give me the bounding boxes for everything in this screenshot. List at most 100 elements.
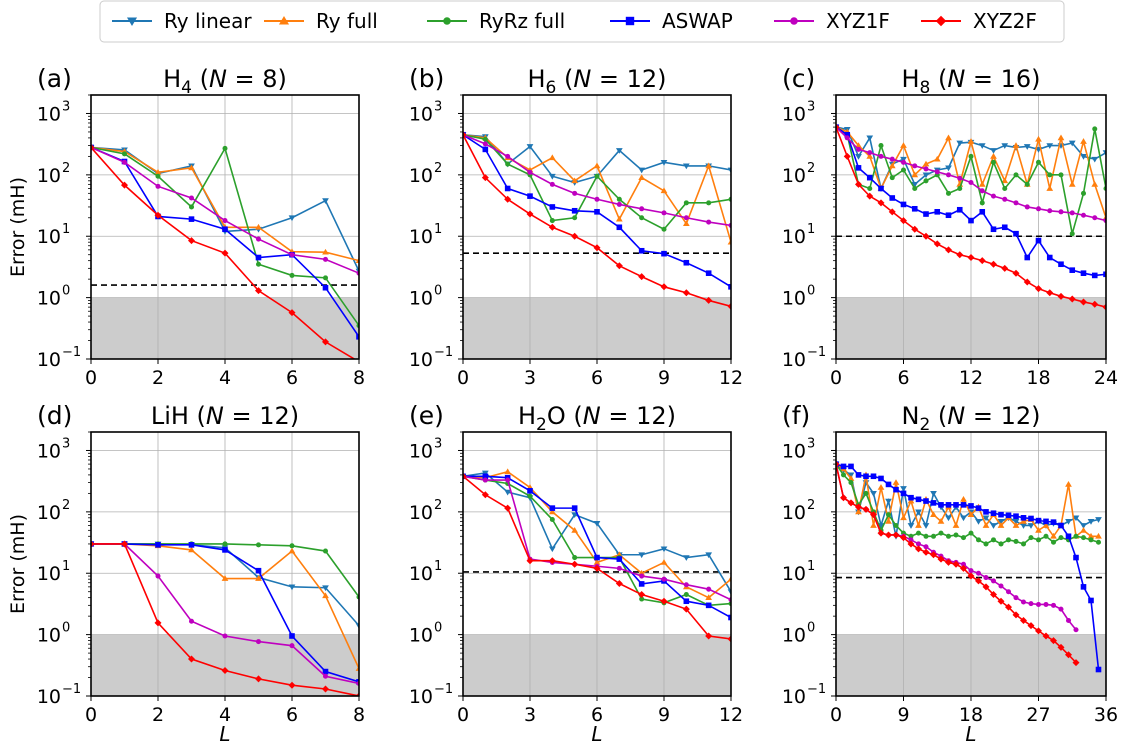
panel-tag: (c) [782, 64, 815, 93]
data-point [639, 215, 645, 221]
x-tick-label: 0 [457, 704, 469, 726]
legend-marker [126, 17, 138, 27]
y-tick-label: 10 [782, 226, 806, 248]
data-point [322, 198, 329, 205]
data-point [1043, 518, 1049, 525]
data-point [482, 477, 488, 483]
panel-tag: (d) [37, 401, 72, 430]
data-point [322, 673, 329, 679]
data-point [661, 250, 667, 257]
data-point [975, 505, 982, 511]
data-point [978, 257, 986, 265]
data-point [355, 665, 359, 671]
data-point [594, 196, 600, 202]
data-point [990, 260, 997, 268]
data-point [933, 240, 941, 248]
panel-title: H8 (N = 16) [901, 65, 1040, 98]
data-point [616, 196, 622, 202]
data-point [937, 518, 945, 524]
data-point [222, 633, 228, 639]
data-point [1035, 135, 1042, 142]
series-group [463, 131, 731, 310]
data-point [855, 146, 862, 152]
data-point [1057, 134, 1065, 141]
x-tick-label: 0 [830, 704, 842, 726]
y-tick-label: 10 [37, 625, 61, 647]
data-point [355, 257, 359, 264]
data-point [322, 338, 329, 346]
panel-tag: (f) [782, 401, 810, 430]
data-point [1050, 637, 1057, 645]
x-tick-label: 6 [897, 367, 909, 389]
data-point [188, 618, 195, 624]
data-point [661, 226, 667, 232]
data-point [572, 190, 578, 196]
y-tick-exponent: 3 [807, 99, 815, 114]
data-point [121, 159, 128, 165]
data-point [968, 530, 974, 536]
data-point [289, 543, 295, 549]
data-point [998, 541, 1004, 547]
data-point [945, 533, 952, 539]
data-point [968, 503, 974, 509]
data-point [1080, 270, 1087, 276]
data-point [983, 509, 989, 515]
data-point [855, 165, 862, 171]
data-point [922, 523, 930, 529]
data-point [952, 560, 960, 568]
y-tick-label: 10 [782, 625, 806, 647]
legend-label: Ry full [316, 9, 378, 33]
data-point [222, 145, 228, 151]
data-point [911, 205, 918, 212]
legend-item: XYZ1F [774, 9, 890, 33]
x-tick-label: 2 [152, 367, 164, 389]
data-point [463, 131, 467, 139]
y-tick-label: 10 [37, 226, 61, 248]
y-tick-label: 10 [782, 349, 806, 371]
data-point [889, 156, 895, 162]
data-point [705, 602, 712, 609]
legend-marker [790, 17, 798, 25]
data-point [682, 220, 690, 227]
y-tick-exponent: −1 [434, 345, 453, 360]
data-point [960, 515, 967, 522]
data-point [979, 200, 985, 206]
legend: Ry linear Ry full RyRz full ASWAP XYZ1F XYZ2F [99, 0, 1065, 43]
data-point [1058, 172, 1064, 178]
data-point [638, 581, 645, 587]
data-point [593, 162, 601, 169]
data-point [840, 472, 847, 478]
data-point [997, 597, 1005, 605]
data-point [863, 490, 869, 496]
data-point [956, 206, 963, 213]
data-point [1020, 515, 1027, 521]
y-tick-exponent: 0 [62, 284, 70, 299]
data-point [1072, 515, 1080, 522]
data-point [728, 614, 731, 621]
data-point [155, 183, 161, 189]
data-point [1068, 140, 1076, 147]
data-point [527, 193, 533, 199]
data-point [945, 190, 952, 196]
data-point [885, 498, 892, 505]
data-point [982, 583, 990, 591]
data-point [1024, 204, 1030, 210]
data-point [594, 554, 600, 561]
x-tick-label: 0 [457, 367, 469, 389]
data-point [915, 522, 922, 528]
data-point [867, 185, 873, 191]
y-tick-exponent: 0 [434, 621, 442, 636]
y-tick-label: 10 [37, 165, 61, 187]
data-point [990, 537, 997, 543]
data-point [990, 153, 997, 159]
data-point [1013, 513, 1019, 519]
data-point [1035, 159, 1042, 165]
x-tick-label: 6 [286, 704, 298, 726]
data-point [727, 575, 731, 582]
y-tick-label: 10 [37, 563, 61, 585]
data-point [121, 151, 128, 157]
data-point [616, 224, 623, 231]
data-point [571, 505, 578, 511]
data-point [923, 166, 929, 172]
